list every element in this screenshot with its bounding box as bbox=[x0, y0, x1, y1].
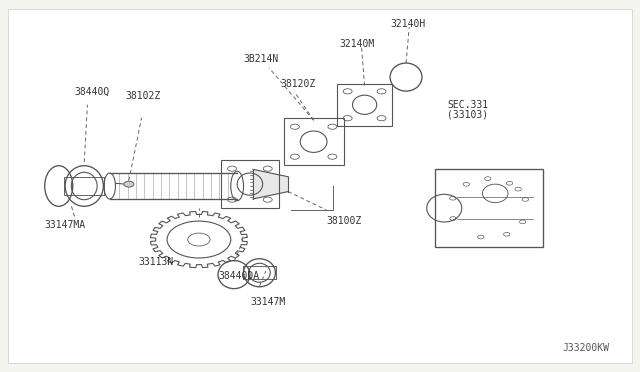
Text: 3B214N: 3B214N bbox=[244, 54, 279, 64]
Text: 38440DA: 38440DA bbox=[218, 272, 259, 282]
Text: (33103): (33103) bbox=[447, 109, 488, 119]
Polygon shape bbox=[253, 169, 288, 199]
Text: 32140H: 32140H bbox=[390, 19, 426, 29]
Circle shape bbox=[124, 181, 134, 187]
Text: 38100Z: 38100Z bbox=[326, 216, 362, 226]
Text: 33147MA: 33147MA bbox=[45, 220, 86, 230]
Text: 38440Q: 38440Q bbox=[75, 87, 110, 97]
Text: 32140M: 32140M bbox=[339, 39, 374, 49]
Text: J33200KW: J33200KW bbox=[562, 343, 609, 353]
Text: 33147M: 33147M bbox=[250, 297, 285, 307]
Text: 38102Z: 38102Z bbox=[125, 90, 161, 100]
Text: SEC.331: SEC.331 bbox=[447, 100, 488, 110]
FancyBboxPatch shape bbox=[8, 9, 632, 363]
Text: 38120Z: 38120Z bbox=[280, 80, 316, 89]
Text: 33113N: 33113N bbox=[138, 257, 173, 267]
